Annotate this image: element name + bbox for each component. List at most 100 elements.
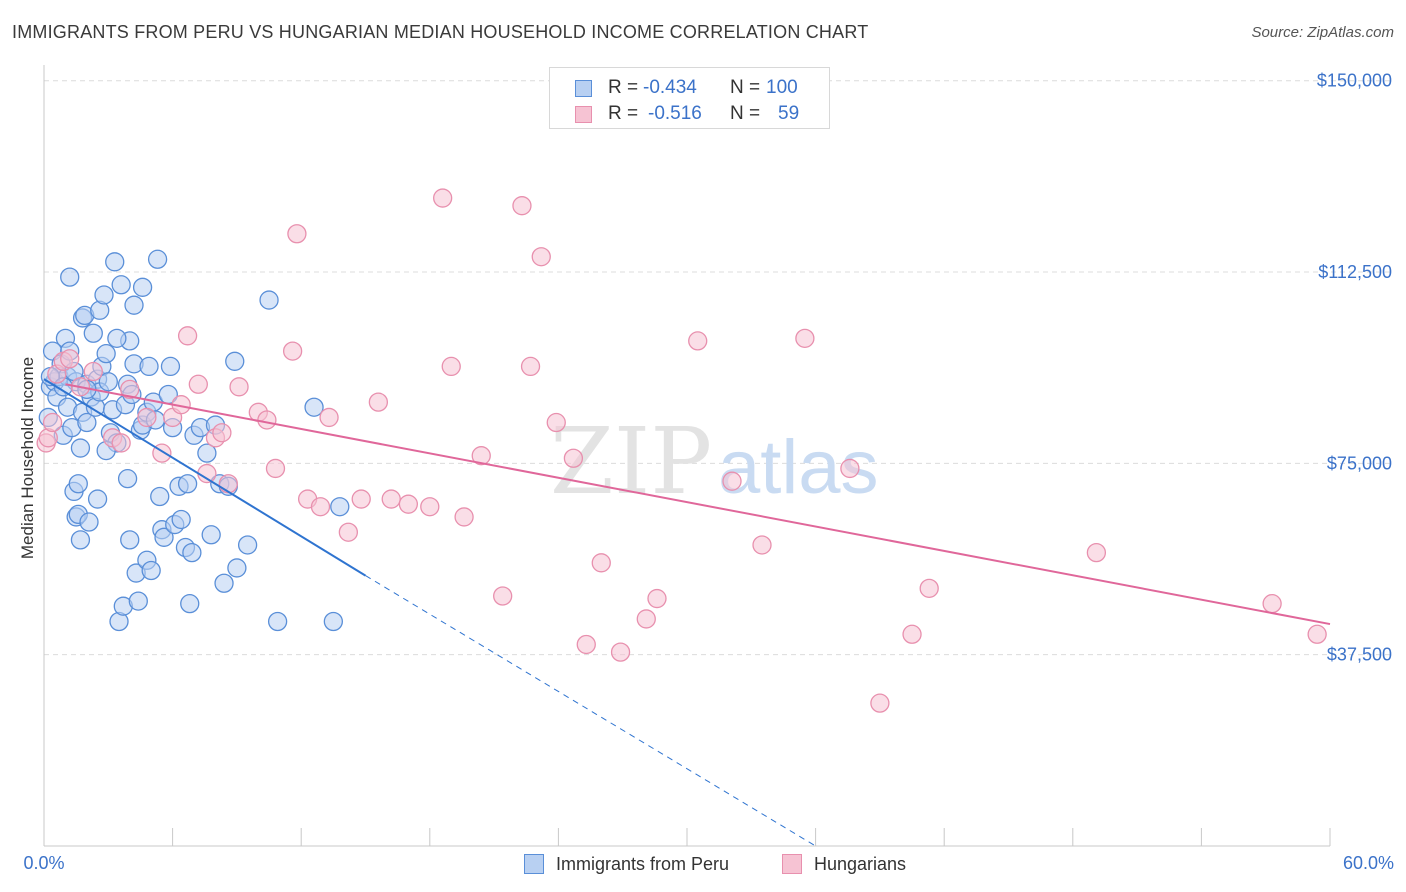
peru-point xyxy=(139,356,159,377)
peru-point xyxy=(304,397,324,417)
hungarian-point xyxy=(1307,624,1327,644)
hungarian-point xyxy=(902,624,922,644)
hungarian-point xyxy=(520,356,541,377)
y-tick-label-1: $75,000 xyxy=(1327,453,1392,473)
peru-point xyxy=(96,344,116,364)
peru-point xyxy=(105,252,125,272)
stats-row-peru: R = -0.434 N = 100 xyxy=(550,76,831,102)
peru-point xyxy=(160,356,181,377)
hungarian-point xyxy=(546,412,566,433)
hungarian-point xyxy=(870,693,890,713)
hungarian-point xyxy=(420,497,440,517)
hungarian-point xyxy=(433,188,453,208)
peru-points xyxy=(38,249,350,632)
hungarian-point xyxy=(688,331,708,351)
hungarian-point xyxy=(441,356,461,377)
peru-point xyxy=(98,372,118,392)
legend-hungarian-swatch xyxy=(782,854,802,874)
hungarian-point xyxy=(610,642,631,662)
trend-lines xyxy=(43,378,1331,847)
legend-peru-label: Immigrants from Peru xyxy=(556,854,730,874)
peru-point xyxy=(60,267,80,287)
hungarian-point xyxy=(840,458,860,479)
hungarian-n-value: 59 xyxy=(778,103,800,124)
peru-point xyxy=(111,275,131,295)
watermark: ZIP atlas xyxy=(550,408,879,515)
source-label: Source: ZipAtlas.com xyxy=(1251,24,1394,41)
x-tick-labels: 0.0% 60.0% xyxy=(23,853,1394,873)
hungarian-point xyxy=(177,326,198,346)
hungarian-point xyxy=(919,578,939,598)
legend-hungarian-label: Hungarians xyxy=(814,854,907,874)
hungarian-point xyxy=(1086,542,1107,563)
peru-n-value: 100 xyxy=(766,77,798,98)
stats-legend-box: R = -0.434 N = 100 R = -0.516 N = 59 xyxy=(549,67,830,129)
peru-point xyxy=(132,277,153,297)
hungarian-points xyxy=(36,188,1327,713)
peru-r-value: -0.434 xyxy=(643,77,697,98)
y-tick-label-2: $112,500 xyxy=(1318,262,1392,282)
peru-swatch xyxy=(575,80,592,97)
hungarian-point xyxy=(1262,594,1282,614)
hungarian-point xyxy=(212,423,232,443)
x-tick-label-min: 0.0% xyxy=(23,853,64,873)
hungarian-point xyxy=(398,494,419,514)
peru-point xyxy=(225,351,245,371)
peru-point xyxy=(201,525,221,545)
hungarian-point xyxy=(111,433,131,453)
hungarian-point xyxy=(722,471,742,491)
peru-point xyxy=(259,290,279,310)
legend-peru-swatch xyxy=(524,854,544,874)
peru-point xyxy=(117,469,138,489)
axes xyxy=(43,65,1331,847)
hungarian-point xyxy=(265,458,286,479)
peru-r-label: R = xyxy=(608,77,639,98)
peru-point xyxy=(150,486,170,507)
hungarian-point xyxy=(531,247,551,267)
peru-point xyxy=(330,497,350,517)
y-tick-label-0: $37,500 xyxy=(1327,645,1392,665)
hungarian-r-value: -0.516 xyxy=(648,103,702,124)
hungarian-point xyxy=(493,586,513,606)
peru-point xyxy=(323,611,344,632)
peru-point xyxy=(87,489,108,509)
hungarian-point xyxy=(310,497,331,517)
peru-point xyxy=(79,512,99,532)
hungarian-point xyxy=(563,448,584,468)
peru-point xyxy=(120,530,140,550)
peru-point xyxy=(70,438,91,458)
peru-point xyxy=(77,412,97,433)
hungarian-point xyxy=(795,328,815,348)
hungarian-point xyxy=(636,609,656,629)
y-tick-label-3: $150,000 xyxy=(1317,71,1392,91)
hungarian-point xyxy=(319,407,339,428)
peru-point xyxy=(70,530,91,550)
hungarian-point xyxy=(454,507,474,527)
hungarian-point xyxy=(591,553,611,573)
peru-point xyxy=(147,249,168,269)
peru-point xyxy=(227,558,247,578)
peru-point xyxy=(141,560,161,581)
hungarian-point xyxy=(218,474,238,494)
chart-title: IMMIGRANTS FROM PERU VS HUNGARIAN MEDIAN… xyxy=(12,22,869,42)
hungarian-point xyxy=(351,489,371,509)
hungarian-point xyxy=(257,410,277,430)
peru-point xyxy=(237,535,258,555)
hungarian-point xyxy=(471,446,491,466)
hungarian-point xyxy=(647,588,667,609)
peru-trend-extension xyxy=(365,575,816,847)
hungarian-point xyxy=(229,377,249,397)
peru-point xyxy=(267,611,288,632)
hungarian-point xyxy=(137,407,157,428)
hungarian-point xyxy=(576,634,596,655)
peru-point xyxy=(154,527,174,547)
hungarian-point xyxy=(60,349,80,369)
peru-point xyxy=(83,323,103,343)
peru-point xyxy=(182,542,202,563)
hungarian-point xyxy=(282,341,303,361)
peru-point xyxy=(171,509,191,530)
peru-point xyxy=(180,594,200,614)
stats-row-hungarian: R = -0.516 N = 59 xyxy=(550,102,831,128)
peru-trend-line xyxy=(43,378,367,577)
